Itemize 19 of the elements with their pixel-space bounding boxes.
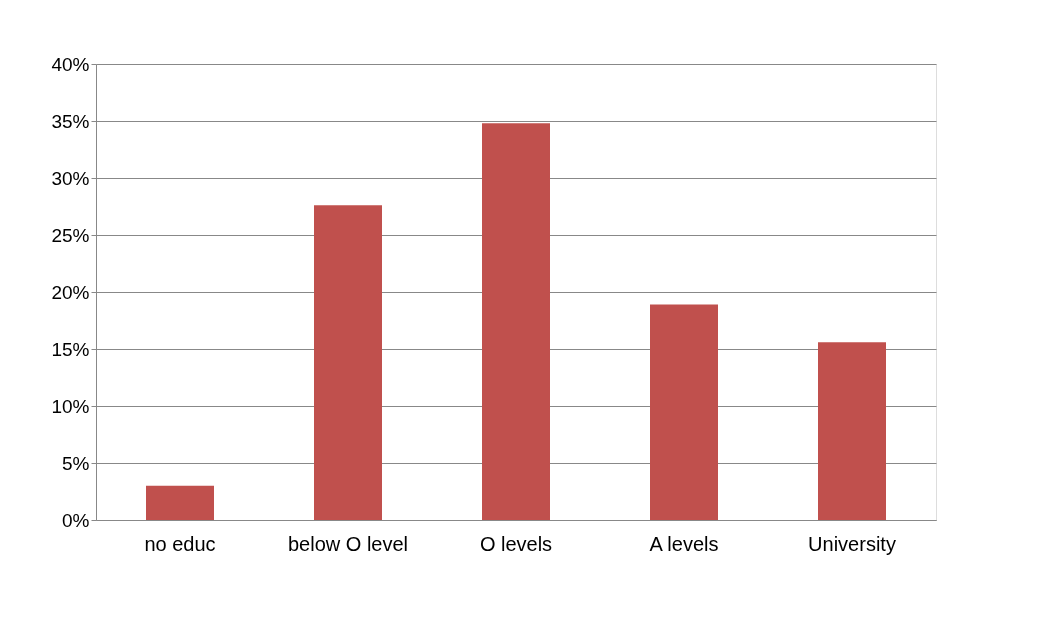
x-tick-label: University [808,532,896,555]
bar [146,485,214,520]
bar [650,304,718,520]
bar [818,342,886,520]
x-tick-label: O levels [479,532,553,555]
bar [482,123,550,520]
y-tick-label: 25% [51,224,90,246]
y-tick-label: 40% [51,53,90,75]
y-tick-label: 20% [51,281,90,303]
y-tick-label: 5% [62,452,90,474]
x-tick-label: below O level [287,532,409,555]
y-tick-label: 15% [51,338,90,360]
y-tick-label: 10% [51,395,90,417]
y-tick-label: 30% [51,167,90,189]
y-tick-label: 0% [62,509,90,531]
x-tick-label: no educ [144,532,216,555]
bar [314,205,382,520]
y-tick-label: 35% [51,110,90,132]
x-tick-label: A levels [649,532,719,555]
